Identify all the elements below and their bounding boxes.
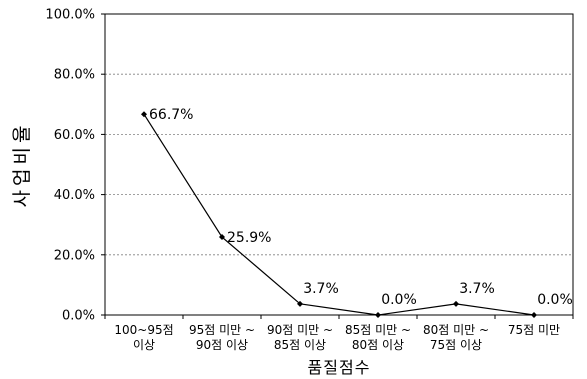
x-axis-label: 품질점수 — [308, 358, 371, 377]
data-point — [453, 300, 459, 307]
y-axis-label: 사업비율 — [11, 122, 33, 208]
y-axis-ticks: 0.0% 20.0% 40.0% 60.0% 80.0% 100.0% — [45, 8, 105, 324]
data-label: 3.7% — [459, 281, 495, 297]
y-tick-label: 40.0% — [54, 188, 95, 203]
y-tick-label: 60.0% — [54, 128, 95, 143]
series-group: 66.7% 25.9% 3.7% 0.0% 3.7% 0.0% — [141, 107, 573, 318]
data-label: 25.9% — [227, 230, 271, 246]
x-tick-label: 85점 미만 ~80점 이상 — [345, 323, 411, 352]
data-point — [297, 300, 303, 307]
data-point — [531, 312, 537, 318]
y-tick-label: 100.0% — [45, 8, 95, 23]
x-tick-label: 75점 미만 — [508, 323, 560, 337]
data-label: 0.0% — [381, 292, 417, 308]
x-axis-ticks: 100~95점 이상 95점 미만 ~90점 이상 90점 미만 ~85점 이상 85점… — [104, 315, 574, 352]
gridlines — [105, 73, 573, 256]
y-tick-label: 0.0% — [62, 309, 95, 324]
x-tick-label: 100~95점 이상 — [114, 323, 173, 352]
data-label: 0.0% — [537, 292, 573, 308]
y-tick-label: 80.0% — [54, 68, 95, 83]
data-label: 3.7% — [303, 281, 339, 297]
x-tick-label: 80점 미만 ~75점 이상 — [423, 323, 489, 352]
y-tick-label: 20.0% — [54, 248, 95, 263]
x-tick-label: 90점 미만 ~85점 이상 — [267, 323, 333, 352]
series-line — [143, 113, 535, 316]
data-label: 66.7% — [149, 107, 193, 123]
data-point — [219, 234, 225, 241]
data-point — [141, 111, 147, 118]
data-point — [375, 312, 381, 318]
x-tick-label: 95점 미만 ~90점 이상 — [189, 323, 255, 352]
